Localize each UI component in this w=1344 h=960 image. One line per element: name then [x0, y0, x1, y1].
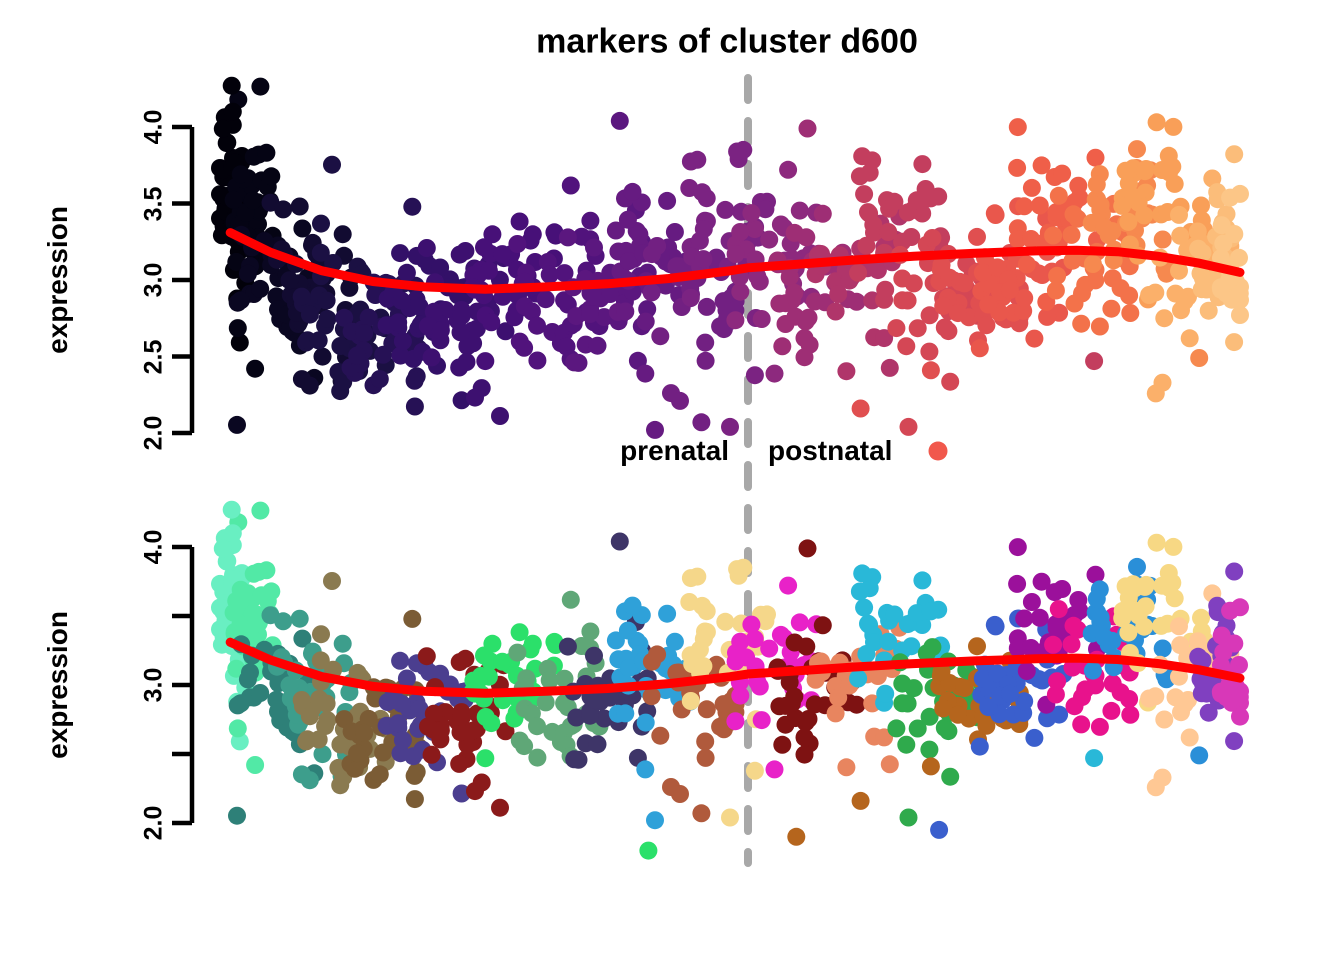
y-tick-label: 3.5 — [139, 186, 168, 221]
legend-postnatal-dot-icon — [928, 441, 948, 461]
y-tick-label: 3.0 — [139, 262, 168, 298]
chart-title: markers of cluster d600 — [536, 22, 918, 61]
age-gradient-points — [211, 76, 1249, 439]
y-axis-label-bottom: expression — [42, 611, 73, 759]
legend-label-prenatal: prenatal — [620, 435, 729, 466]
y-tick-label: 2.0 — [139, 415, 168, 451]
y-tick-label: 4.0 — [139, 529, 168, 565]
age-gradient-smooth-line — [225, 228, 1245, 294]
legend-label-postnatal: postnatal — [768, 435, 893, 466]
y-tick-label: 2.5 — [139, 339, 168, 374]
age-gradient-y-axis — [172, 124, 195, 436]
y-axis-label-top: expression — [42, 206, 73, 354]
y-tick-label: 3.0 — [139, 667, 168, 703]
donor-palette-y-axis — [172, 544, 195, 826]
y-tick-label: 4.0 — [139, 109, 168, 145]
donor-palette-smooth-line — [225, 637, 1245, 698]
y-tick-label: 2.0 — [139, 805, 168, 841]
